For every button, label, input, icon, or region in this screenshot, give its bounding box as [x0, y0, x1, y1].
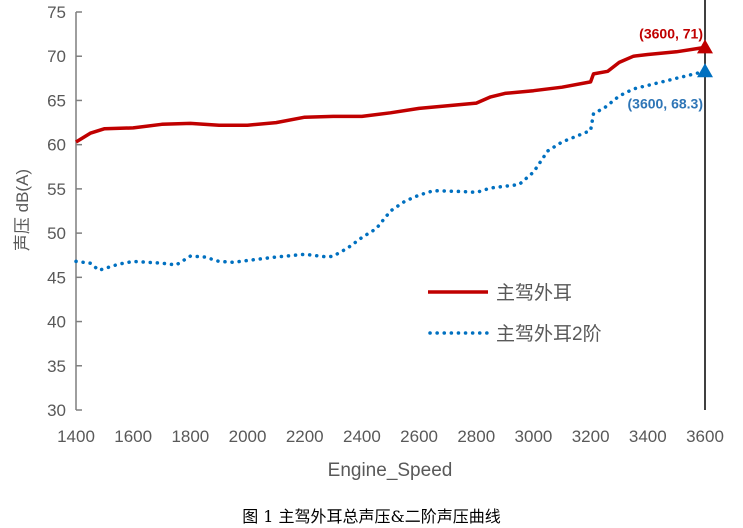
y-tick-label: 55 [47, 180, 66, 199]
y-tick-label: 30 [47, 401, 66, 420]
y-tick-label: 60 [47, 136, 66, 155]
legend-label: 主驾外耳2阶 [496, 323, 602, 345]
figure-caption: 图 1 主驾外耳总声压&二阶声压曲线 [242, 507, 501, 526]
x-tick-label: 2800 [457, 427, 495, 446]
x-tick-label: 1600 [114, 427, 152, 446]
x-tick-label: 2000 [229, 427, 267, 446]
data-label: (3600, 68.3) [628, 95, 704, 111]
x-axis: 1400 1600 1800 2000 2200 2400 2600 2800 3000 3200… [57, 0, 724, 446]
data-label: (3600, 71) [639, 25, 703, 41]
series-line-2 [74, 69, 707, 273]
y-axis-label: 声压 dB(A) [13, 169, 32, 251]
x-tick-label: 1800 [171, 427, 209, 446]
end-marker-2 [697, 63, 713, 78]
y-tick-label: 65 [47, 91, 66, 110]
x-tick-label: 1400 [57, 427, 95, 446]
y-axis: 30 35 40 45 50 55 60 65 70 75 [47, 3, 82, 420]
x-tick-label: 2400 [343, 427, 381, 446]
x-tick-label: 3200 [572, 427, 610, 446]
line-chart: 30 35 40 45 50 55 60 65 70 75 1400 1600 1800 2000 220… [13, 0, 724, 481]
x-axis-label: Engine_Speed [328, 460, 453, 481]
end-marker-1 [697, 39, 713, 54]
y-tick-label: 35 [47, 357, 66, 376]
x-tick-label: 3000 [515, 427, 553, 446]
series-lines: (3600, 71) (3600, 68.3) [74, 25, 713, 273]
legend-label: 主驾外耳 [496, 282, 572, 304]
y-tick-label: 50 [47, 224, 66, 243]
x-tick-label: 2600 [400, 427, 438, 446]
y-tick-label: 45 [47, 268, 66, 287]
series-line-1 [75, 45, 706, 144]
y-tick-label: 75 [47, 3, 66, 22]
y-tick-label: 70 [47, 47, 66, 66]
x-tick-label: 3400 [629, 427, 667, 446]
y-tick-label: 40 [47, 313, 66, 332]
x-tick-label: 2200 [286, 427, 324, 446]
x-tick-label: 3600 [686, 427, 724, 446]
